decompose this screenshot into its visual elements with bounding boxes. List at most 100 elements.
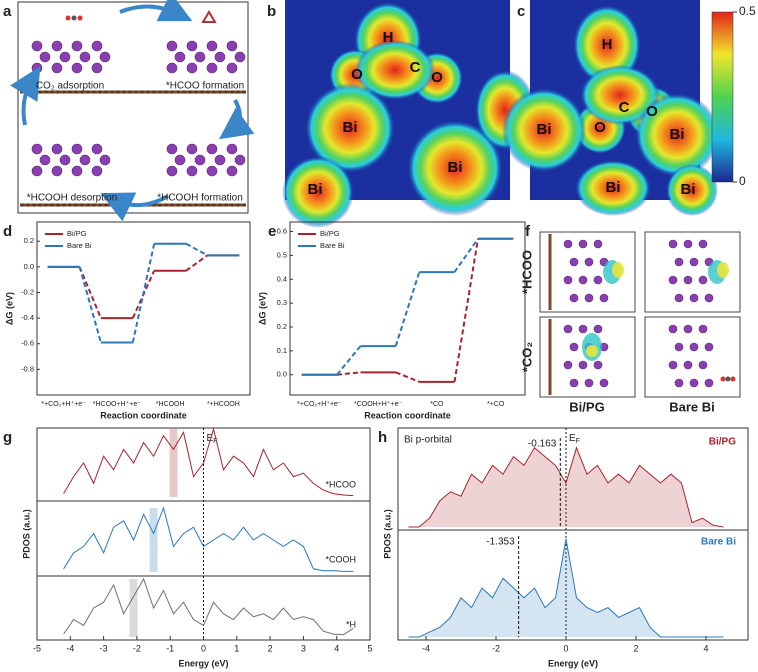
area-fill [408,539,724,637]
atom [71,40,83,52]
atom [174,51,186,63]
pdos-line [63,506,354,572]
graphene-atom [146,90,150,94]
atom [51,62,63,74]
atom [214,154,226,166]
atom [194,51,206,63]
row-label: *CO₂ [519,342,534,373]
charge-density [717,262,729,278]
atom [668,275,678,285]
panel-frame [17,1,249,214]
colorbar-tick-label: 0.5 [739,4,756,18]
atom [206,143,218,155]
series-label: *HCOO [325,479,356,489]
graphene-atom [38,203,42,207]
atom [206,40,218,52]
y-tick-label: 0.4 [277,274,287,283]
step-label: *HCOOH desorption [27,193,118,204]
atom-label: Bi [448,159,463,176]
atom [39,154,51,166]
atom [563,239,573,249]
molecule [720,376,726,382]
legend-label: Bare Bi [67,241,92,250]
atom [51,165,63,177]
atom [599,293,609,303]
graphene-atom [20,90,24,94]
atom [79,51,91,63]
atom [166,62,178,74]
column-label: Bi/PG [569,399,604,414]
atom [91,62,103,74]
x-tick-label: -2 [492,643,500,653]
highlight-band [149,508,158,572]
atom [214,51,226,63]
atom [563,324,573,334]
graphene-atom [182,90,186,94]
arrow [218,99,255,140]
atom [99,51,111,63]
atom [194,154,206,166]
atom [668,360,678,370]
atom [704,342,714,352]
pdos-line [63,427,354,497]
atom [593,275,603,285]
graphene-atom [158,90,162,94]
fermi-label: EF [569,433,580,446]
graphene-atom [110,90,114,94]
atom-label: Bi [343,119,358,136]
highlight-band [129,579,138,637]
graphene-atom [224,90,228,94]
series-label: Bi/PG [709,437,736,448]
atom [593,360,603,370]
atom [698,239,708,249]
x-tick-label: -4 [66,643,74,653]
x-axis-title: Reaction coordinate [364,410,451,420]
atom [166,40,178,52]
atom [674,293,684,303]
x-tick-label: *CO [430,401,444,408]
panel-letter: d [3,223,12,240]
x-axis-title: Energy (eV) [178,658,228,668]
atom [698,275,708,285]
x-tick-label: *+HCOOH [207,401,240,408]
x-tick-label: *HCOO+H⁺+e⁻ [93,400,142,408]
fermi-label-main: E [569,433,576,444]
y-tick-label: 0.2 [277,322,287,331]
graphene-atom [86,203,90,207]
atom-label: Bi [670,126,685,143]
atom [599,378,609,388]
y-tick-label: -0.8 [21,364,34,373]
series-label: *H [346,619,356,629]
atom-label: O [594,119,606,136]
step-label: CO₂ adsorption [36,81,104,92]
atom-label: Bi [537,121,552,138]
y-tick-label: 0.5 [277,250,287,259]
graphene-atom [164,90,168,94]
atom [226,62,238,74]
atom [91,40,103,52]
fermi-label-main: E [207,433,214,444]
graphene-atom [170,90,174,94]
graphene-atom [74,90,78,94]
x-tick-label: 3 [301,643,306,653]
graphene-atom [176,90,180,94]
highlight-band [169,429,178,497]
atom [226,143,238,155]
atom-label: Bi [308,181,323,198]
atom [698,324,708,334]
graphene-atom [140,90,144,94]
atom [689,257,699,267]
graphene-atom [200,203,204,207]
graphene-atom [134,90,138,94]
atom [668,239,678,249]
molecule [77,15,83,21]
panel-letter: b [267,3,276,20]
atom-label: O [646,103,658,120]
arrow [119,0,193,22]
atom [91,143,103,155]
atom [674,257,684,267]
graphene-atom [104,203,108,207]
graphene-atom [80,90,84,94]
atom [206,62,218,74]
x-tick-label: 2 [633,643,638,653]
